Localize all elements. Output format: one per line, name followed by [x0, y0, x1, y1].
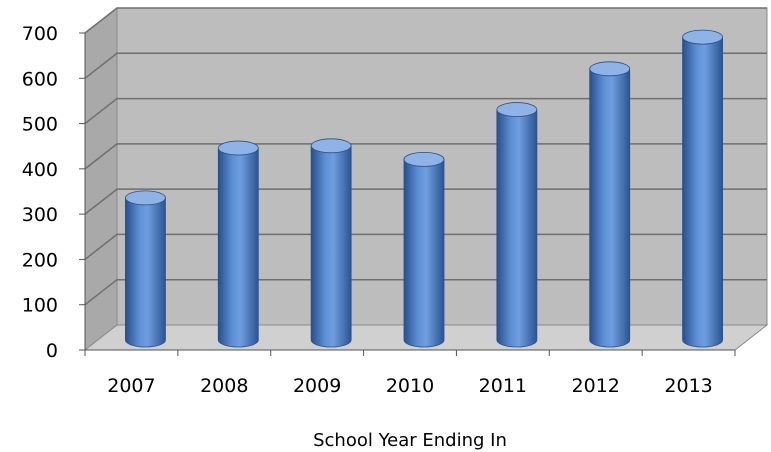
- bar-2009: [310, 138, 352, 348]
- bar-body: [125, 197, 166, 348]
- y-tick-label: 100: [22, 295, 58, 317]
- x-tick-label: 2012: [572, 375, 620, 397]
- bar-body: [403, 158, 445, 348]
- x-tick-label: 2007: [107, 375, 155, 397]
- bar-body: [310, 145, 352, 348]
- bar-2007: [125, 190, 166, 348]
- x-tick-labels: 2007 2008 2009 2010 2011 2012 2013: [84, 350, 736, 397]
- gridline: [84, 188, 767, 215]
- y-tick-label: 600: [22, 68, 58, 90]
- bars: [125, 29, 723, 348]
- side-wall: [84, 6, 118, 352]
- y-tick-label: 400: [22, 159, 58, 181]
- gridlines: [84, 7, 767, 306]
- bar-cap: [310, 138, 352, 154]
- bar-2012: [589, 61, 631, 348]
- bar-cap: [217, 140, 259, 156]
- x-axis-title: School Year Ending In: [313, 430, 507, 451]
- bar-cap: [682, 29, 723, 45]
- x-tick-label: 2011: [479, 375, 527, 397]
- bar-body: [682, 36, 723, 348]
- bar-body: [589, 68, 631, 348]
- bar-cap: [496, 102, 538, 117]
- bar-cap: [125, 190, 166, 206]
- x-tick-label: 2013: [664, 375, 712, 397]
- bar-2011: [496, 102, 538, 348]
- x-tick-label: 2008: [200, 375, 248, 397]
- y-tick-label: 500: [22, 114, 58, 136]
- x-tick-label: 2010: [386, 375, 434, 397]
- bar-2013: [682, 29, 723, 348]
- bar-cap: [403, 151, 445, 167]
- y-tick-labels: 0 100 200 300 400 500 600 700: [22, 23, 85, 362]
- gridline: [84, 7, 767, 34]
- x-tick-label: 2009: [293, 375, 341, 397]
- y-tick-label: 300: [22, 204, 58, 226]
- gridline: [84, 143, 767, 170]
- gridline: [84, 278, 767, 306]
- gridline: [84, 233, 767, 261]
- gridline: [84, 52, 767, 79]
- bar-2010: [403, 151, 445, 348]
- gridline: [84, 97, 767, 125]
- y-tick-label: 700: [22, 23, 58, 45]
- bar-cap: [589, 61, 631, 77]
- bar-body: [217, 147, 259, 348]
- bar-2008: [217, 140, 259, 348]
- y-tick-label: 0: [46, 340, 58, 362]
- bar-body: [496, 109, 538, 348]
- y-tick-label: 200: [22, 249, 58, 271]
